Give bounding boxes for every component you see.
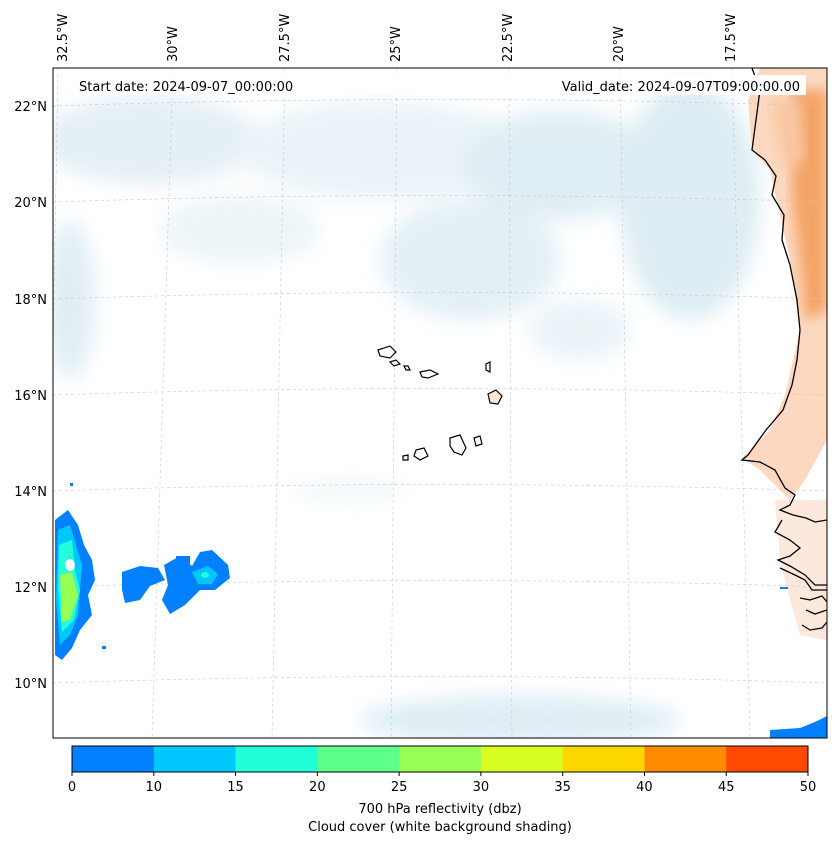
colorbar: 0 10 15 20 25 30 35 40 45 50 [68, 745, 817, 795]
map-area: Start date: 2024-09-07_00:00:00 Valid_da… [53, 68, 827, 738]
cloud-cover-shading [53, 80, 760, 738]
gridlines [53, 68, 827, 738]
coastline [740, 68, 827, 631]
colorbar-segment [726, 746, 809, 772]
colorbar-label-cloud-cover: Cloud cover (white background shading) [308, 820, 572, 835]
lon-label-30w: 30°W [166, 26, 181, 62]
lat-label-12n: 12°N [14, 581, 47, 596]
colorbar-segment [644, 746, 727, 772]
colorbar-tick-label: 45 [718, 780, 735, 795]
colorbar-segment [235, 746, 318, 772]
latitude-labels: 22°N 20°N 18°N 16°N 14°N 12°N 10°N [14, 100, 47, 692]
lon-label-20w: 20°W [612, 26, 627, 62]
colorbar-tick-label: 25 [391, 780, 408, 795]
colorbar-tick-label: 50 [800, 780, 817, 795]
longitude-labels: 32.5°W 30°W 27.5°W 25°W 22.5°W 20°W 17.5… [56, 14, 739, 62]
colorbar-tick-label: 20 [309, 780, 326, 795]
colorbar-tick-label: 30 [473, 780, 490, 795]
colorbar-segment [480, 746, 564, 772]
colorbar-segment [153, 746, 237, 772]
lon-label-22-5w: 22.5°W [501, 14, 516, 62]
lat-label-18n: 18°N [14, 293, 47, 308]
colorbar-tick-label: 10 [146, 780, 163, 795]
colorbar-segment [562, 746, 645, 772]
lon-label-32-5w: 32.5°W [56, 14, 71, 62]
lat-label-14n: 14°N [14, 485, 47, 500]
colorbar-tick-label: 40 [636, 780, 653, 795]
colorbar-tick-label: 15 [227, 780, 244, 795]
colorbar-tick-label: 35 [554, 780, 571, 795]
colorbar-segment [317, 746, 400, 772]
colorbar-frame [71, 745, 809, 773]
lon-label-17-5w: 17.5°W [724, 14, 739, 62]
start-date-label: Start date: 2024-09-07_00:00:00 [79, 80, 293, 95]
lat-label-22n: 22°N [14, 100, 47, 115]
land-cloud-shading [742, 68, 827, 640]
valid-date-label: Valid_date: 2024-09-07T09:00:00.00 [562, 80, 800, 95]
reflectivity-cells [55, 483, 827, 738]
date-annotation-background [70, 75, 806, 95]
lat-label-16n: 16°N [14, 389, 47, 404]
lat-label-20n: 20°N [14, 196, 47, 211]
colorbar-label-reflectivity: 700 hPa reflectivity (dbz) [358, 802, 521, 817]
lon-label-25w: 25°W [389, 26, 404, 62]
lat-label-10n: 10°N [14, 677, 47, 692]
map-frame [52, 67, 828, 739]
colorbar-segment [399, 746, 482, 772]
colorbar-tick-label: 0 [68, 780, 76, 795]
cape-verde-islands [377, 345, 503, 461]
colorbar-segment [72, 746, 155, 772]
lon-label-27-5w: 27.5°W [278, 14, 293, 62]
